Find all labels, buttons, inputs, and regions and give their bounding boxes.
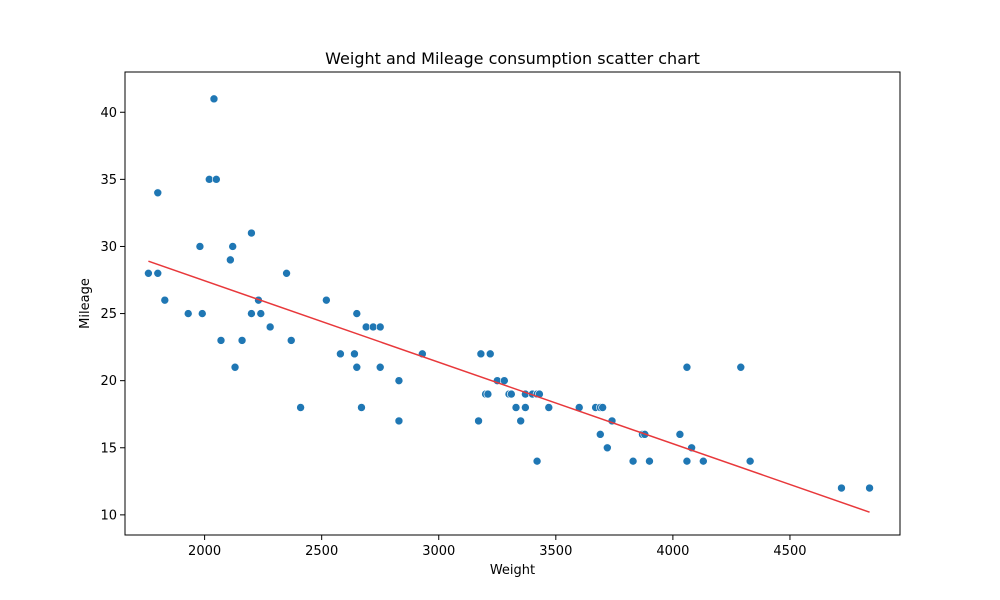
data-point-28 bbox=[357, 403, 366, 412]
data-point-3 bbox=[160, 295, 170, 305]
data-point-22 bbox=[296, 403, 305, 412]
data-point-10 bbox=[216, 336, 226, 345]
data-point-21 bbox=[286, 336, 296, 345]
x-tick-label: 4500 bbox=[773, 544, 806, 559]
y-axis-title: Mileage bbox=[78, 278, 93, 329]
data-point-53 bbox=[544, 403, 554, 412]
data-point-4 bbox=[183, 309, 193, 318]
data-point-6 bbox=[197, 309, 207, 318]
data-point-18 bbox=[256, 309, 266, 318]
data-point-1 bbox=[153, 188, 163, 198]
data-point-44 bbox=[507, 389, 516, 399]
x-tick-label: 3000 bbox=[422, 544, 455, 559]
data-point-47 bbox=[521, 403, 530, 412]
data-point-65 bbox=[675, 430, 685, 439]
x-axis-title: Weight bbox=[490, 563, 535, 578]
data-point-73 bbox=[865, 483, 874, 493]
data-point-36 bbox=[474, 416, 483, 426]
data-point-50 bbox=[532, 456, 542, 466]
data-point-40 bbox=[485, 349, 495, 359]
data-point-26 bbox=[352, 362, 362, 372]
data-point-33 bbox=[394, 416, 404, 426]
data-point-66 bbox=[682, 456, 692, 466]
y-axis-ticks: 10 15 20 25 30 35 40 bbox=[100, 106, 125, 523]
data-point-34 bbox=[394, 376, 404, 385]
data-point-0 bbox=[144, 269, 153, 278]
plot-area-frame bbox=[124, 71, 901, 536]
data-point-67 bbox=[682, 362, 692, 372]
data-point-8 bbox=[209, 94, 219, 104]
x-tick-label: 2500 bbox=[305, 544, 338, 559]
data-point-70 bbox=[736, 362, 746, 372]
data-point-64 bbox=[645, 456, 654, 466]
chart-title: Weight and Mileage consumption scatter c… bbox=[325, 49, 700, 68]
data-point-19 bbox=[265, 322, 275, 332]
data-point-69 bbox=[699, 456, 708, 466]
y-tick-label: 35 bbox=[100, 173, 117, 188]
x-axis-ticks: 2000 2500 3000 3500 4000 4500 bbox=[188, 535, 807, 559]
y-tick-label: 40 bbox=[100, 106, 117, 121]
y-tick-label: 15 bbox=[100, 441, 117, 456]
data-point-39 bbox=[483, 389, 493, 399]
y-tick-label: 30 bbox=[100, 240, 117, 255]
y-tick-label: 25 bbox=[100, 307, 117, 322]
data-point-72 bbox=[837, 483, 846, 493]
data-point-13 bbox=[230, 362, 240, 372]
data-point-5 bbox=[195, 242, 205, 251]
data-point-14 bbox=[237, 336, 247, 345]
data-point-11 bbox=[226, 255, 235, 265]
y-tick-label: 10 bbox=[100, 508, 117, 523]
y-tick-label: 20 bbox=[100, 374, 117, 389]
data-point-45 bbox=[511, 403, 521, 412]
x-tick-label: 4000 bbox=[656, 544, 689, 559]
data-point-12 bbox=[228, 242, 238, 251]
data-point-59 bbox=[603, 443, 612, 453]
data-point-61 bbox=[628, 456, 638, 466]
data-point-16 bbox=[247, 309, 256, 318]
data-point-27 bbox=[352, 309, 362, 318]
data-point-32 bbox=[375, 322, 385, 332]
data-point-2 bbox=[153, 269, 163, 278]
data-point-71 bbox=[745, 456, 755, 466]
data-point-24 bbox=[336, 349, 345, 359]
x-tick-label: 2000 bbox=[188, 544, 221, 559]
data-point-15 bbox=[247, 228, 256, 238]
data-point-9 bbox=[212, 175, 221, 184]
data-point-58 bbox=[598, 403, 607, 412]
data-point-20 bbox=[282, 269, 291, 278]
data-point-56 bbox=[596, 430, 605, 439]
x-tick-label: 3500 bbox=[539, 544, 572, 559]
scatter-points bbox=[144, 94, 874, 493]
data-point-46 bbox=[516, 416, 525, 426]
data-point-37 bbox=[476, 349, 486, 359]
regression-line bbox=[148, 260, 870, 513]
data-point-23 bbox=[322, 295, 331, 305]
data-point-25 bbox=[350, 349, 359, 359]
data-point-31 bbox=[375, 362, 385, 372]
trendline-group bbox=[148, 260, 870, 513]
